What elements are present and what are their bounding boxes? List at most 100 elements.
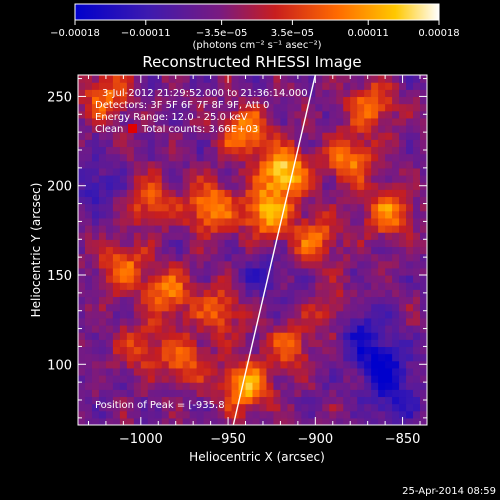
heatmap-cell <box>119 282 128 290</box>
heatmap-cell <box>196 175 205 183</box>
heatmap-cell <box>147 410 156 419</box>
heatmap-cell <box>182 182 191 190</box>
heatmap-cell <box>259 110 268 119</box>
heatmap-cell <box>273 382 282 390</box>
heatmap-cell <box>259 103 268 112</box>
heatmap-cell <box>273 275 282 283</box>
heatmap-cell <box>140 96 149 105</box>
heatmap-cell <box>161 303 170 312</box>
heatmap-cell <box>98 417 107 425</box>
heatmap-cell <box>203 403 212 412</box>
heatmap-cell <box>182 360 191 369</box>
heatmap-cell <box>350 117 358 126</box>
heatmap-cell <box>224 267 233 276</box>
heatmap-cell <box>238 303 247 312</box>
heatmap-cell <box>343 210 351 219</box>
heatmap-cell <box>245 139 254 148</box>
heatmap-cell <box>189 139 198 148</box>
heatmap-cell <box>357 339 365 348</box>
heatmap-cell <box>133 239 142 248</box>
heatmap-cell <box>371 203 379 212</box>
heatmap-cell <box>364 239 372 248</box>
heatmap-cell <box>231 160 240 169</box>
heatmap-cell <box>119 389 128 398</box>
heatmap-cell <box>119 175 128 183</box>
heatmap-cell <box>210 82 219 90</box>
heatmap-cell <box>91 339 100 348</box>
heatmap-cell <box>329 175 337 183</box>
heatmap-cell <box>84 260 93 269</box>
heatmap-cell <box>105 353 114 362</box>
heatmap-cell <box>413 417 421 425</box>
heatmap-cell <box>287 417 295 425</box>
heatmap-cell <box>371 403 379 412</box>
heatmap-cell <box>273 110 282 119</box>
heatmap-cell <box>245 296 254 305</box>
heatmap-cell <box>343 282 351 290</box>
heatmap-cell <box>168 203 177 212</box>
heatmap-cell <box>350 203 358 212</box>
heatmap-cell <box>294 267 302 276</box>
heatmap-cell <box>126 89 135 98</box>
heatmap-cell <box>231 389 240 398</box>
heatmap-cell <box>238 182 247 190</box>
heatmap-cell <box>245 189 254 198</box>
heatmap-cell <box>252 375 261 383</box>
heatmap-cell <box>168 339 177 348</box>
heatmap-cell <box>308 196 316 205</box>
heatmap-cell <box>126 253 135 262</box>
heatmap-cell <box>308 260 316 269</box>
heatmap-cell <box>364 146 372 155</box>
heatmap-cell <box>175 375 184 383</box>
heatmap-cell <box>378 360 386 369</box>
heatmap-cell <box>329 132 337 140</box>
heatmap-cell <box>378 139 386 148</box>
heatmap-cell <box>371 410 379 419</box>
heatmap-cell <box>154 117 163 126</box>
heatmap-cell <box>98 389 107 398</box>
heatmap-cell <box>420 225 427 233</box>
heatmap-cell <box>322 367 330 376</box>
heatmap-cell <box>238 367 247 376</box>
heatmap-cell <box>364 275 372 283</box>
heatmap-cell <box>217 275 226 283</box>
heatmap-cell <box>273 103 282 112</box>
heatmap-cell <box>245 325 254 333</box>
heatmap-cell <box>91 332 100 340</box>
heatmap-cell <box>98 289 107 298</box>
heatmap-cell <box>217 132 226 140</box>
heatmap-cell <box>217 203 226 212</box>
heatmap-cell <box>161 317 170 326</box>
heatmap-cell <box>392 239 400 248</box>
heatmap-cell <box>133 296 142 305</box>
heatmap-cell <box>420 82 427 90</box>
heatmap-cell <box>259 196 268 205</box>
heatmap-cell <box>210 303 219 312</box>
heatmap-cell <box>364 232 372 240</box>
heatmap-cell <box>329 303 337 312</box>
heatmap-cell <box>231 325 240 333</box>
heatmap-cell <box>217 325 226 333</box>
heatmap-cell <box>133 153 142 162</box>
heatmap-cell <box>210 403 219 412</box>
heatmap-cell <box>231 75 240 83</box>
heatmap-cell <box>280 196 288 205</box>
heatmap-cell <box>259 267 268 276</box>
heatmap-cell <box>413 210 421 219</box>
heatmap-cell <box>105 132 114 140</box>
heatmap-cell <box>112 303 121 312</box>
heatmap-cell <box>308 239 316 248</box>
heatmap-cell <box>196 317 205 326</box>
heatmap-cell <box>217 260 226 269</box>
heatmap-cell <box>336 382 344 390</box>
heatmap-cell <box>357 246 365 255</box>
heatmap-cell <box>196 75 205 83</box>
heatmap-cell <box>378 103 386 112</box>
heatmap-cell <box>413 375 421 383</box>
heatmap-cell <box>343 117 351 126</box>
heatmap-cell <box>252 225 261 233</box>
heatmap-cell <box>350 310 358 319</box>
heatmap-cell <box>308 289 316 298</box>
heatmap-cell <box>301 117 309 126</box>
heatmap-cell <box>78 203 86 212</box>
